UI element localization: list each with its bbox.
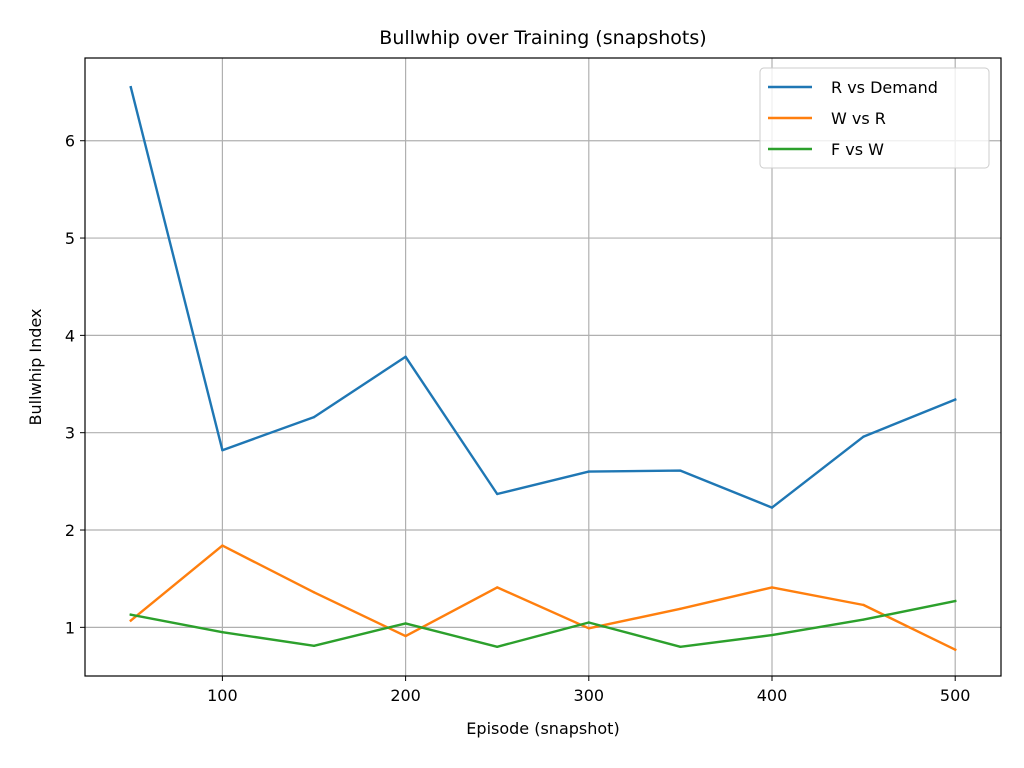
grid (85, 58, 1001, 676)
data-point-f-vs-w (862, 618, 865, 621)
data-point-w-vs-r (129, 619, 132, 622)
chart-title: Bullwhip over Training (snapshots) (379, 27, 706, 49)
x-tick-label: 400 (757, 686, 788, 705)
data-point-w-vs-r (587, 627, 590, 630)
data-point-w-vs-r (496, 586, 499, 589)
data-point-r-vs-demand (954, 398, 957, 401)
data-point-w-vs-r (221, 544, 224, 547)
data-point-r-vs-demand (496, 492, 499, 496)
y-axis-ticks: 1 2 3 4 5 6 (65, 132, 85, 637)
data-point-r-vs-demand (312, 415, 316, 419)
plot-frame (84, 57, 1002, 677)
data-point-f-vs-w (587, 621, 590, 624)
data-point-f-vs-w (770, 633, 774, 637)
data-point-f-vs-w (129, 613, 132, 616)
x-axis-ticks: 100 200 300 400 500 (207, 676, 970, 705)
data-point-f-vs-w (496, 645, 499, 649)
x-tick-label: 200 (390, 686, 421, 705)
x-axis-label: Episode (snapshot) (466, 719, 619, 738)
data-point-f-vs-w (312, 644, 316, 648)
data-point-r-vs-demand (862, 435, 865, 438)
series-line-r-vs-demand (129, 85, 957, 509)
series-line-w-vs-r (129, 544, 957, 652)
data-point-w-vs-r (404, 634, 407, 638)
data-point-r-vs-demand (587, 470, 590, 473)
legend-label-f-vs-w: F vs W (831, 140, 884, 159)
data-point-f-vs-w (679, 645, 682, 649)
data-point-w-vs-r (862, 603, 865, 607)
legend: R vs Demand W vs R F vs W (759, 67, 990, 169)
data-point-w-vs-r (954, 648, 957, 651)
y-tick-label: 5 (65, 229, 75, 248)
y-tick-label: 3 (65, 424, 75, 443)
series-line-f-vs-w (129, 599, 957, 648)
x-tick-label: 300 (574, 686, 605, 705)
data-point-f-vs-w (221, 631, 224, 634)
data-point-r-vs-demand (679, 469, 682, 472)
legend-label-w-vs-r: W vs R (831, 109, 886, 128)
y-tick-label: 4 (65, 326, 75, 345)
y-tick-label: 2 (65, 521, 75, 540)
data-point-r-vs-demand (221, 449, 224, 452)
series-lines (129, 85, 957, 652)
y-tick-label: 6 (65, 132, 75, 151)
data-point-r-vs-demand (404, 355, 407, 358)
y-axis-label: Bullwhip Index (26, 309, 45, 426)
data-point-f-vs-w (404, 622, 407, 625)
legend-box (759, 67, 990, 169)
data-point-w-vs-r (770, 586, 774, 589)
y-tick-label: 1 (65, 618, 75, 637)
data-point-w-vs-r (312, 591, 316, 594)
data-point-f-vs-w (954, 599, 957, 603)
data-point-w-vs-r (679, 607, 682, 611)
x-tick-label: 100 (207, 686, 238, 705)
legend-label-r-vs-demand: R vs Demand (831, 78, 938, 97)
data-point-r-vs-demand (770, 506, 774, 509)
data-point-r-vs-demand (129, 85, 132, 89)
x-tick-label: 500 (940, 686, 971, 705)
